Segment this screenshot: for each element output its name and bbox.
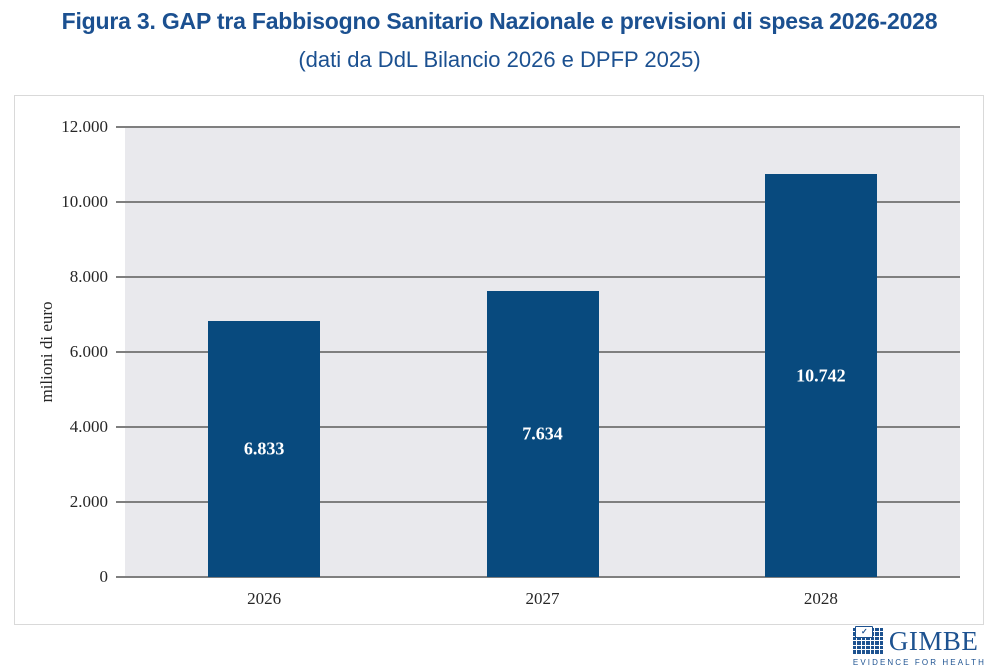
logo-pixel: [857, 645, 861, 650]
y-axis-tick: [116, 576, 125, 578]
logo-pixel: [875, 628, 879, 632]
y-axis-tick: [116, 200, 125, 203]
y-axis-tick: [116, 126, 125, 128]
logo-pixel: [861, 636, 866, 641]
y-tick-label: 0: [99, 567, 109, 586]
y-tick-label: 12.000: [61, 117, 108, 136]
gridline: [125, 200, 960, 203]
chart-container: milioni di euro 12.000 10.000 8.000 6.000 4.…: [14, 95, 984, 625]
y-tick-label: 6.000: [69, 342, 108, 361]
bar-2026: 6.833: [208, 320, 321, 577]
figure-title: Figura 3. GAP tra Fabbisogno Sanitario N…: [61, 8, 938, 34]
logo-pixel: [875, 645, 879, 650]
logo-pixel: [879, 641, 884, 645]
logo-pixel: [875, 636, 879, 641]
logo-pixel: [861, 645, 866, 650]
logo-pixel: [875, 650, 879, 654]
bar-value-label: 10.742: [796, 365, 846, 386]
bar-2028: 10.742: [764, 174, 877, 577]
logo-pixel: [879, 628, 884, 632]
logo-pixel: [852, 628, 857, 632]
y-axis-tick: [116, 425, 125, 428]
logo-pixel: [852, 645, 857, 650]
y-axis-tick: [116, 351, 125, 353]
bar-value-label: 7.634: [522, 423, 563, 444]
bar-value-label: 6.833: [243, 438, 285, 459]
logo-pixel: [879, 632, 884, 636]
logo-pixel: [870, 636, 875, 641]
logo-pixel: [866, 641, 870, 645]
logo-pixel: [875, 641, 879, 645]
logo-pixel: [879, 650, 884, 654]
logo-pixel: [875, 632, 879, 636]
logo-pixel: [861, 641, 866, 645]
logo-pixel: [852, 650, 857, 654]
gridline: [125, 576, 960, 578]
y-axis-title: milioni di euro: [37, 301, 56, 403]
gimbe-logo-icon: ✓: [852, 626, 885, 655]
logo-pixel: [861, 650, 866, 654]
logo-pixel: [857, 636, 861, 641]
figure-subtitle: (dati da DdL Bilancio 2026 e DPFP 2025): [298, 47, 701, 72]
logo-pixel: [857, 641, 861, 645]
gridline: [125, 126, 960, 128]
logo-pixel: [870, 641, 875, 645]
logo-pixel: [879, 636, 884, 641]
y-axis-tick: [116, 275, 125, 278]
y-axis-tick: [116, 501, 125, 503]
gimbe-logo: ✓ GIMBE EVIDENCE FOR HEALTH: [852, 626, 986, 667]
y-tick-label: 10.000: [61, 191, 108, 211]
logo-pixel: [852, 641, 857, 645]
bar-2027: 7.634: [486, 290, 599, 577]
check-icon: ✓: [855, 626, 874, 639]
logo-pixel: [866, 645, 870, 650]
logo-pixel: [879, 645, 884, 650]
y-tick-label: 4.000: [69, 416, 108, 436]
logo-pixel: [852, 636, 857, 641]
gimbe-logo-tagline: EVIDENCE FOR HEALTH: [852, 658, 986, 667]
gimbe-logo-row: ✓ GIMBE: [852, 626, 979, 656]
y-tick-label: 8.000: [69, 266, 108, 286]
gimbe-logo-text: GIMBE: [888, 626, 979, 656]
logo-pixel: [857, 650, 861, 654]
x-tick-label: 2026: [247, 589, 282, 608]
logo-pixel: [866, 636, 870, 641]
y-tick-label: 2.000: [69, 492, 108, 511]
gridline: [125, 275, 960, 278]
x-tick-label: 2027: [525, 589, 560, 608]
logo-pixel: [870, 650, 875, 654]
logo-pixel: [852, 632, 857, 636]
logo-pixel: [870, 645, 875, 650]
x-tick-label: 2028: [803, 589, 838, 608]
plot-area: 12.000 10.000 8.000 6.000 4.000 2.000 0 6.833 20…: [61, 117, 960, 608]
logo-pixel: [866, 650, 870, 654]
